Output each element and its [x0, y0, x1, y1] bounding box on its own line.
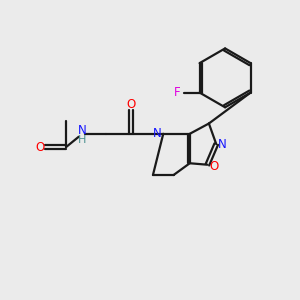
Text: O: O [126, 98, 136, 111]
Text: O: O [209, 160, 218, 173]
Text: H: H [78, 135, 86, 145]
Text: N: N [152, 127, 161, 140]
Text: N: N [218, 138, 227, 151]
Text: O: O [35, 141, 44, 154]
Text: N: N [78, 124, 87, 137]
Text: F: F [174, 86, 180, 99]
